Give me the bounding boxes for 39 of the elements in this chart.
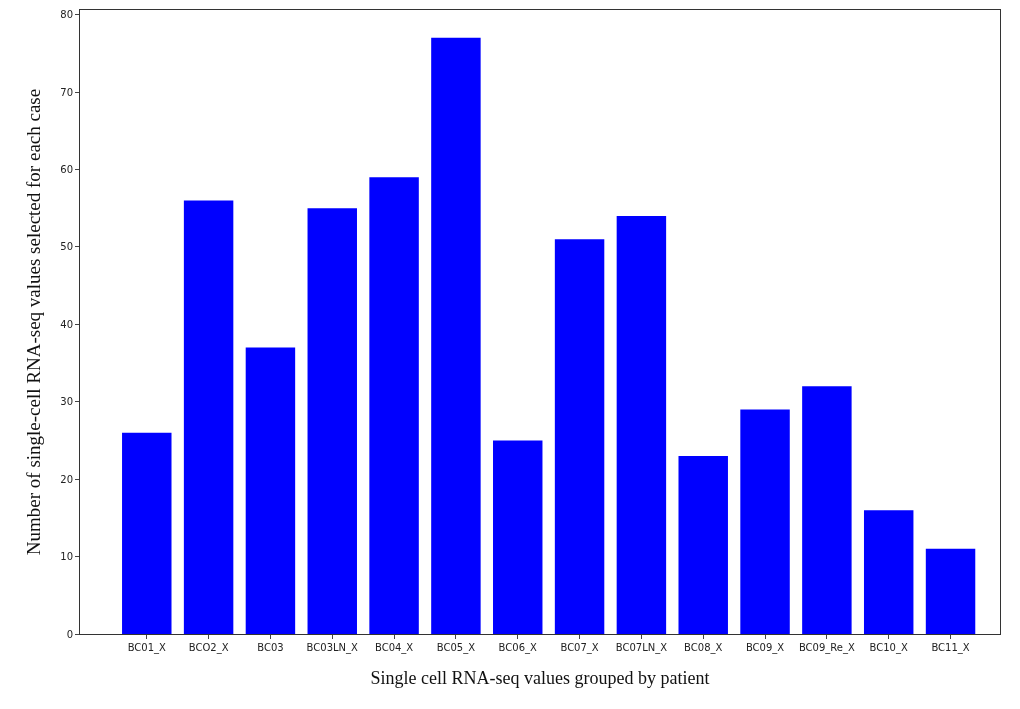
y-tick-label: 0 — [66, 628, 73, 640]
x-tick-label: BCO2_X — [188, 642, 229, 654]
x-tick-label: BC03LN_X — [306, 642, 359, 654]
x-tick-label: BC09_Re_X — [798, 642, 855, 654]
x-tick-label: BC11_X — [931, 642, 970, 654]
bar — [493, 440, 543, 634]
y-tick-label: 20 — [60, 473, 73, 485]
bar — [369, 177, 419, 634]
bar — [307, 208, 357, 634]
x-tick-label: BC06_X — [498, 642, 538, 654]
bar — [802, 386, 852, 634]
y-tick-label: 40 — [60, 318, 73, 330]
bar — [431, 37, 481, 634]
y-tick-label: 70 — [60, 86, 73, 98]
x-tick-label: BC07LN_X — [615, 642, 668, 654]
bar — [122, 432, 172, 634]
x-tick-label: BC08_X — [684, 642, 723, 654]
x-tick-label: BC01_X — [127, 642, 167, 654]
bar — [616, 215, 667, 634]
y-tick-label: 30 — [60, 396, 73, 408]
x-tick-label: BC10_X — [869, 642, 908, 654]
x-tick-label: BC03 — [257, 642, 284, 653]
bar — [925, 548, 976, 634]
y-tick-label: 80 — [60, 9, 73, 21]
y-tick-label: 60 — [60, 163, 73, 175]
x-tick-label: BC09_X — [745, 642, 785, 654]
x-axis-title: Single cell RNA-seq values grouped by patient — [370, 668, 710, 689]
y-tick-label: 10 — [60, 551, 73, 563]
x-tick-label: BC07_X — [560, 642, 599, 654]
x-tick-label: BC04_X — [374, 642, 414, 654]
y-tick-label: 50 — [60, 241, 73, 253]
bar — [554, 239, 605, 634]
bar — [740, 409, 790, 634]
bar — [863, 510, 914, 634]
x-tick-label: BC05_X — [436, 642, 476, 654]
y-axis-title: Number of single-cell RNA-seq values selected for each case — [23, 88, 45, 556]
bar — [678, 455, 728, 634]
bar — [183, 200, 234, 634]
bar — [245, 347, 296, 634]
